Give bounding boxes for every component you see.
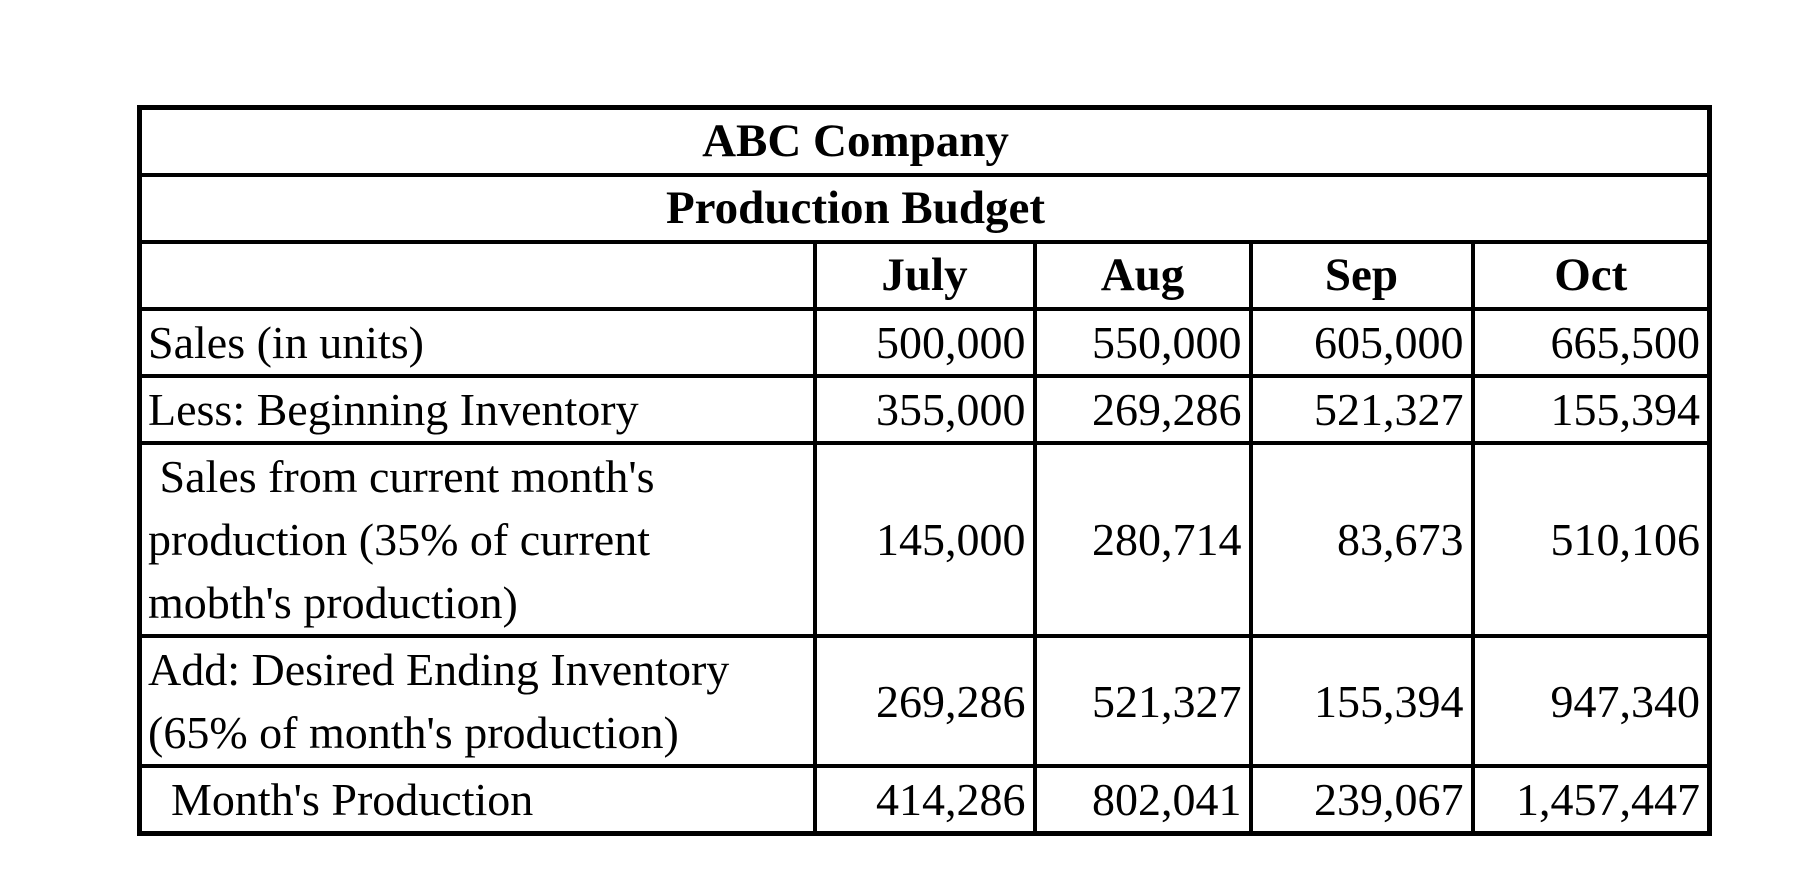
cell-value: 280,714	[1032, 441, 1253, 638]
table-row-subtitle: Production Budget	[137, 173, 1712, 244]
cell-value: 521,327	[1248, 374, 1475, 445]
cell-value: 802,041	[1032, 764, 1253, 836]
table-row-months-production: Month's Production 414,286 802,041 239,0…	[137, 764, 1712, 836]
column-header-july: July	[812, 240, 1037, 311]
table-row-desired-ending-inventory: Add: Desired Ending Inventory (65% of mo…	[137, 634, 1712, 768]
column-header-sep: Sep	[1248, 240, 1475, 311]
cell-value: 947,340	[1470, 634, 1712, 768]
row-label: Sales (in units)	[137, 307, 817, 378]
cell-value: 605,000	[1248, 307, 1475, 378]
cell-value: 510,106	[1470, 441, 1712, 638]
table-row-beginning-inventory: Less: Beginning Inventory 355,000 269,28…	[137, 374, 1712, 445]
table-row-sales-units: Sales (in units) 500,000 550,000 605,000…	[137, 307, 1712, 378]
cell-value: 155,394	[1248, 634, 1475, 768]
cell-value: 665,500	[1470, 307, 1712, 378]
cell-value: 550,000	[1032, 307, 1253, 378]
company-name: ABC Company	[137, 105, 1712, 177]
cell-value: 414,286	[812, 764, 1037, 836]
cell-value: 239,067	[1248, 764, 1475, 836]
cell-value: 269,286	[812, 634, 1037, 768]
cell-value: 145,000	[812, 441, 1037, 638]
row-label: Add: Desired Ending Inventory (65% of mo…	[137, 634, 817, 768]
cell-value: 355,000	[812, 374, 1037, 445]
cell-value: 269,286	[1032, 374, 1253, 445]
cell-value: 1,457,447	[1470, 764, 1712, 836]
column-header-oct: Oct	[1470, 240, 1712, 311]
table-row-title: ABC Company	[137, 105, 1712, 177]
cell-value: 155,394	[1470, 374, 1712, 445]
row-label: Less: Beginning Inventory	[137, 374, 817, 445]
cell-value: 500,000	[812, 307, 1037, 378]
table-header-row: July Aug Sep Oct	[137, 240, 1712, 311]
column-header-blank	[137, 240, 817, 311]
cell-value: 521,327	[1032, 634, 1253, 768]
column-header-aug: Aug	[1032, 240, 1253, 311]
row-label: Month's Production	[137, 764, 817, 836]
table-row-sales-current-month: Sales from current month's production (3…	[137, 441, 1712, 638]
row-label: Sales from current month's production (3…	[137, 441, 817, 638]
cell-value: 83,673	[1248, 441, 1475, 638]
report-title: Production Budget	[137, 173, 1712, 244]
production-budget-table: ABC Company Production Budget July Aug S…	[137, 105, 1713, 836]
